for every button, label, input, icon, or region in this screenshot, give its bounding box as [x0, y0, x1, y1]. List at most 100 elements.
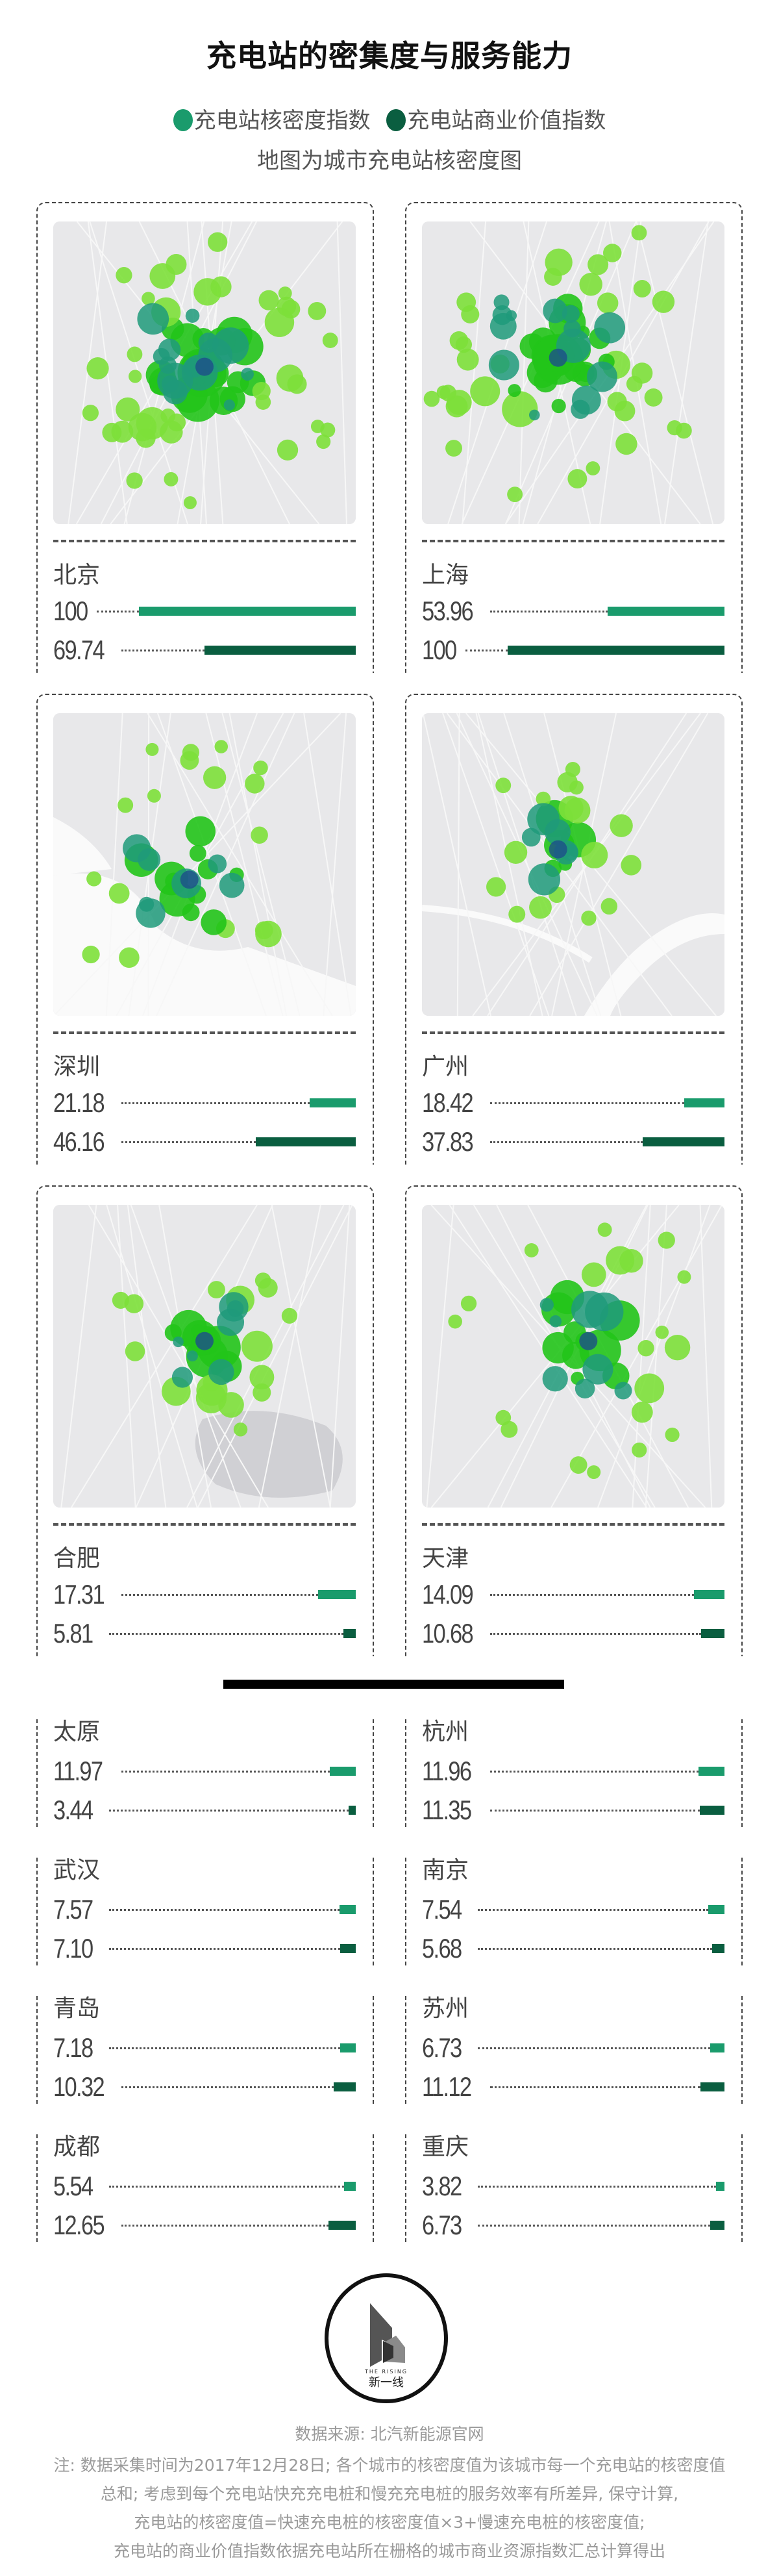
density-blob [201, 909, 227, 935]
density-blob [460, 1295, 477, 1312]
density-bar [343, 2182, 356, 2191]
density-row: 11.96 [422, 1757, 724, 1786]
map-road [456, 713, 460, 1016]
dotted-leader-line [490, 1771, 699, 1773]
city-map-graphic [53, 713, 356, 1016]
density-core [157, 362, 193, 399]
density-blob [524, 1243, 539, 1257]
density-blob [448, 1314, 462, 1329]
footnote-line: 总和; 考虑到每个充电站快充充电桩和慢充充电桩的服务效率有所差异, 保守计算, [100, 2484, 679, 2503]
density-blob [281, 1307, 298, 1324]
commercial-value-index: 6.73 [422, 2210, 462, 2240]
density-index-value: 100 [53, 596, 88, 626]
density-blob [82, 405, 99, 422]
density-blob [631, 362, 653, 384]
density-core [208, 1359, 234, 1385]
map-road [336, 221, 347, 524]
map-road [158, 1205, 212, 1508]
density-blob [136, 407, 169, 440]
building-logo-icon: THE RISING 新一线 [364, 2303, 408, 2390]
subtitle: 地图为城市充电站核密度图 [257, 148, 522, 174]
city-map-graphic [422, 1205, 724, 1508]
city-name: 上海 [422, 562, 469, 588]
density-blob [597, 292, 619, 314]
density-row: 53.96 [422, 597, 724, 625]
value-row: 11.12 [422, 2073, 724, 2101]
value-row: 100 [422, 636, 724, 664]
density-blob [164, 472, 179, 486]
value-row: 46.16 [53, 1128, 356, 1156]
density-blob [581, 1262, 606, 1287]
city-name: 北京 [53, 562, 101, 588]
density-index-value: 14.09 [422, 1579, 474, 1610]
city-card: 南京 7.54 5.68 [405, 1858, 743, 1965]
density-blob [253, 760, 268, 776]
density-blob [658, 1231, 675, 1249]
density-bar [339, 1905, 356, 1914]
city-name: 武汉 [53, 1857, 101, 1884]
commercial-value-index: 10.68 [422, 1618, 474, 1648]
commercial-value-bar [348, 1806, 356, 1815]
density-blob [565, 762, 580, 777]
density-heat-map [53, 221, 356, 524]
density-index-value: 7.57 [53, 1894, 93, 1925]
map-road [664, 221, 709, 524]
density-bar [693, 1590, 724, 1599]
dotted-leader-line [490, 1594, 694, 1596]
city-card: 合肥 17.31 5.81 [36, 1185, 374, 1656]
logo-text-en: THE RISING [364, 2369, 408, 2375]
map-road [271, 1205, 331, 1508]
map-road [68, 221, 108, 524]
density-index-value: 7.18 [53, 2032, 93, 2063]
density-index-value: 6.73 [422, 2032, 462, 2063]
commercial-value-index: 11.12 [422, 2071, 472, 2102]
density-blob [322, 333, 338, 348]
dotted-leader-line [121, 1594, 319, 1596]
density-blob [631, 225, 647, 241]
city-name: 广州 [422, 1054, 469, 1080]
city-name: 天津 [422, 1545, 469, 1572]
dotted-leader-line [478, 1948, 713, 1950]
value-row: 5.81 [53, 1619, 356, 1648]
density-blob [253, 1383, 271, 1402]
dotted-leader-line [490, 1633, 702, 1635]
commercial-value-bar [255, 1137, 356, 1146]
density-blob [637, 1340, 654, 1357]
commercial-value-bar [508, 646, 724, 655]
density-blob [631, 1401, 653, 1423]
map-road [426, 1205, 454, 1508]
page-title: 充电站的密集度与服务能力 [206, 38, 573, 73]
density-core [543, 298, 568, 323]
density-blob [665, 1427, 680, 1443]
density-row: 14.09 [422, 1580, 724, 1609]
dotted-leader-line [490, 1141, 643, 1143]
density-blob [676, 422, 692, 439]
density-blob [127, 346, 143, 362]
density-core [585, 1292, 624, 1332]
city-name: 杭州 [422, 1719, 469, 1745]
density-row: 7.18 [53, 2034, 356, 2062]
commercial-value-index: 5.68 [422, 1933, 462, 1964]
density-blob [615, 433, 637, 455]
dotted-leader-line [97, 611, 139, 612]
density-core [488, 349, 519, 381]
value-row: 12.65 [53, 2211, 356, 2240]
dotted-leader-line [109, 2186, 344, 2188]
commercial-value-index: 12.65 [53, 2210, 105, 2240]
map-lake [195, 1411, 343, 1498]
map-road [106, 1205, 198, 1508]
density-blob [125, 1341, 145, 1361]
footnotes: 注: 数据采集时间为2017年12月28日; 各个城市的核密度值为该城市每一个充… [0, 2451, 779, 2566]
density-peak [195, 1332, 214, 1350]
legend: 充电站核密度指数 充电站商业价值指数 [0, 103, 779, 134]
density-blob [634, 1373, 665, 1404]
density-heat-map [53, 1205, 356, 1508]
density-bar [710, 2043, 724, 2052]
density-core [528, 409, 540, 421]
value-row: 11.35 [422, 1796, 724, 1825]
city-card: 重庆 3.82 6.73 [405, 2134, 743, 2242]
density-blob [308, 301, 327, 320]
density-blob [508, 384, 521, 398]
density-blob [632, 1442, 647, 1458]
density-blob [586, 461, 600, 475]
